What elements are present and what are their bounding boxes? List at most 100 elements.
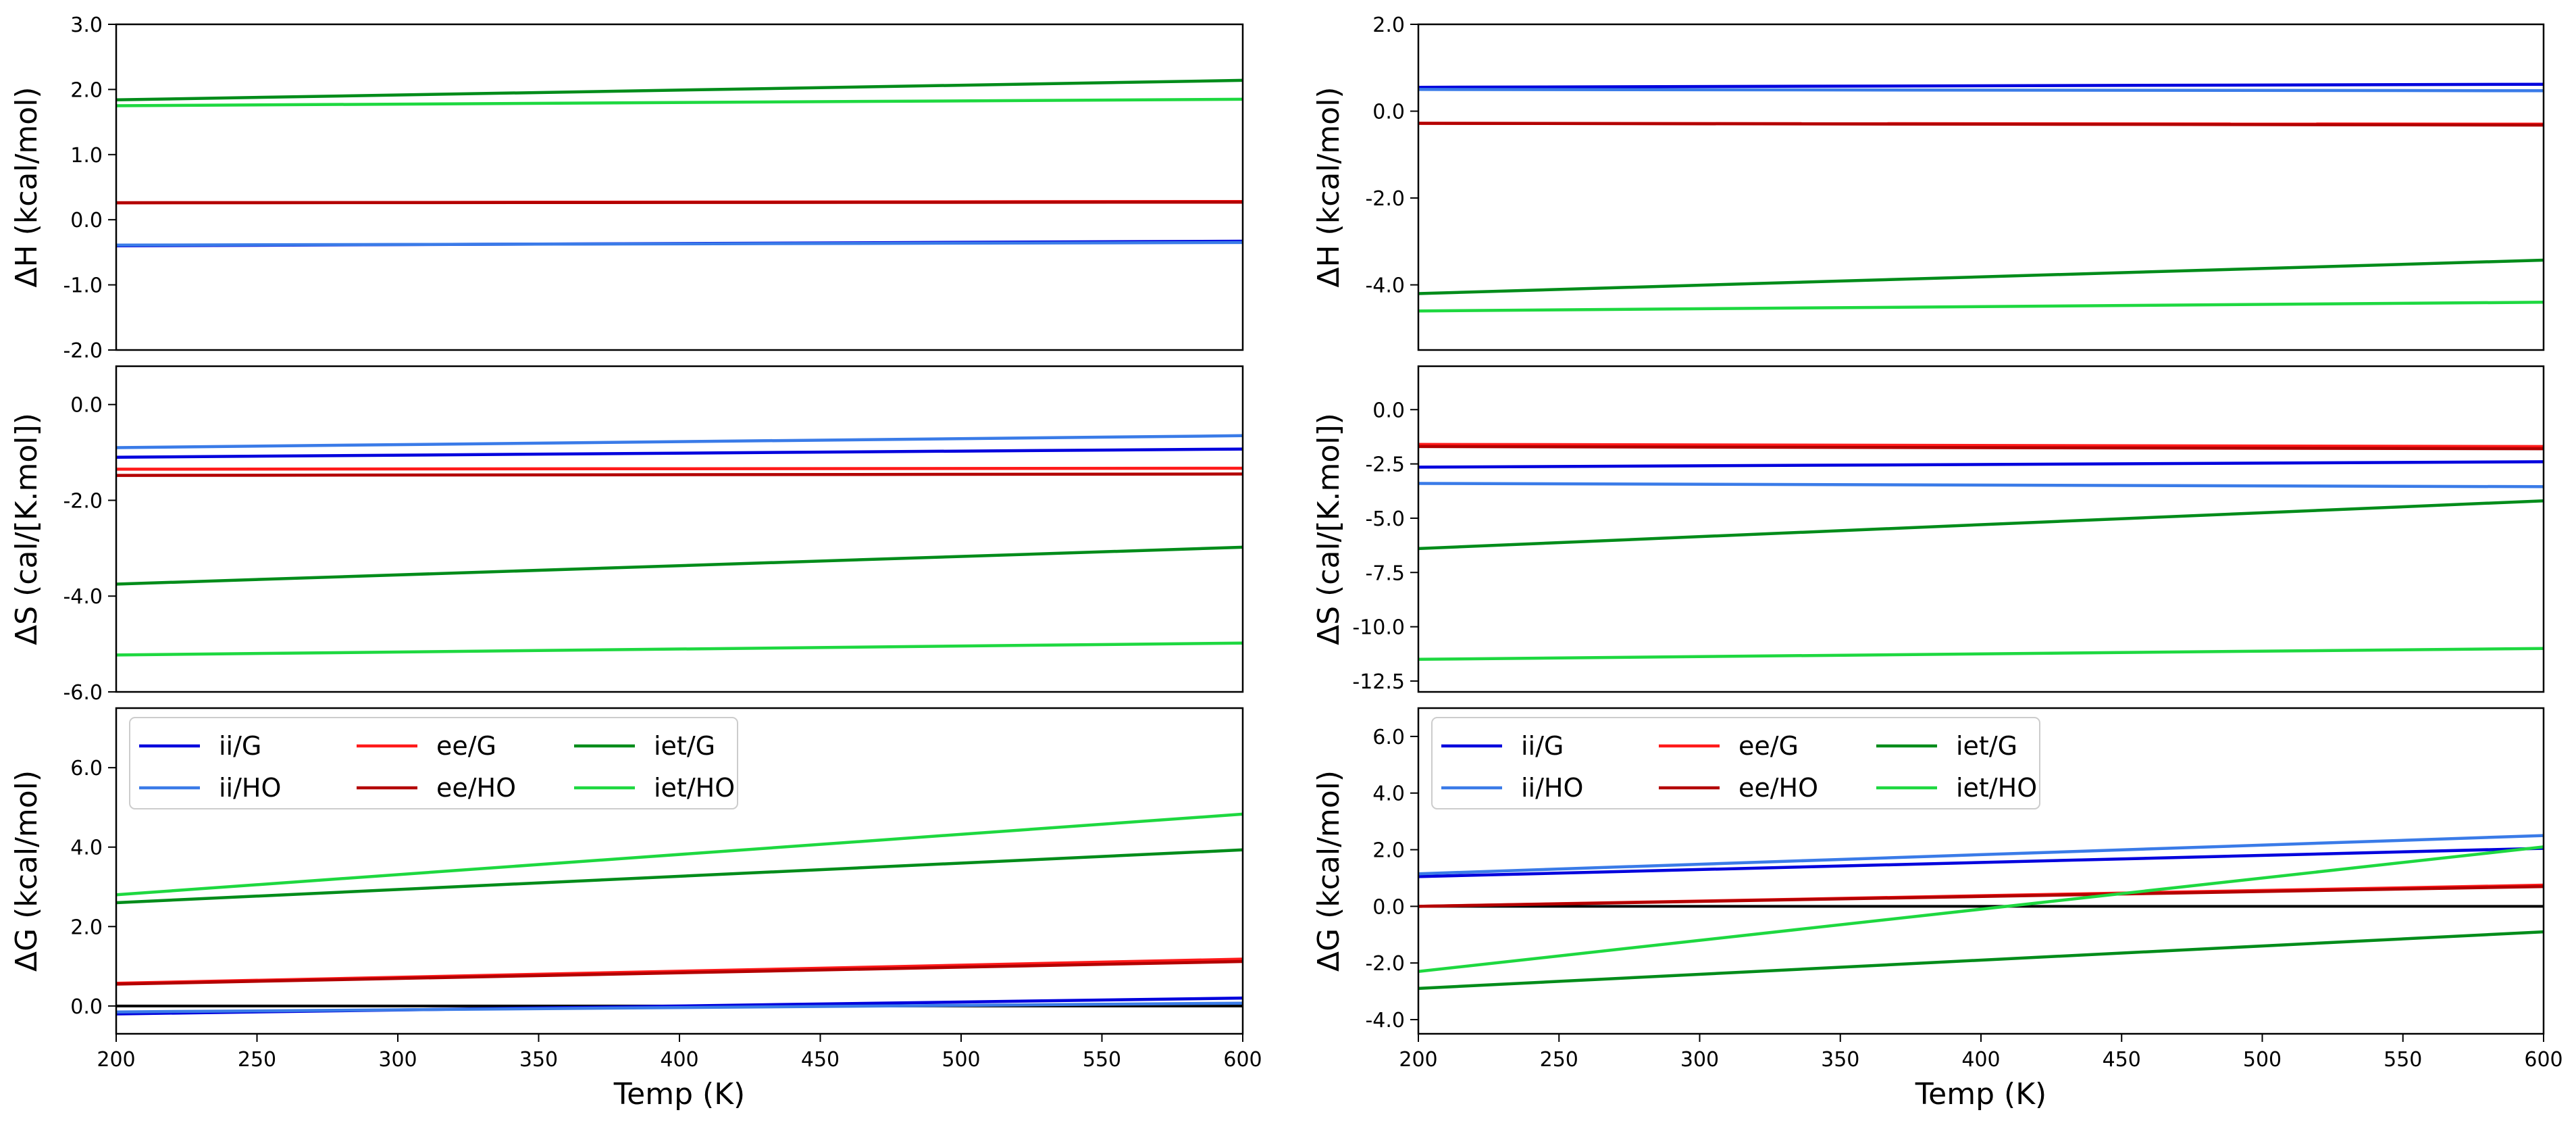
x-tick-label: 450: [801, 1048, 840, 1072]
x-tick-label: 450: [2103, 1048, 2141, 1072]
legend-label-iet-g: iet/G: [654, 731, 715, 761]
y-tick-label: 4.0: [70, 836, 103, 860]
x-tick-label: 400: [660, 1048, 698, 1072]
y-tick-label: 0.0: [70, 209, 103, 232]
x-axis-label: Temp (K): [1915, 1077, 2046, 1111]
y-tick-label: -4.0: [1365, 1009, 1405, 1032]
panel-left-dH: -2.0 -1.0 0.0 1.0 2.0 3.0 ΔH (kcal/mol): [9, 14, 1244, 363]
y-tick-label: -2.0: [63, 339, 103, 363]
y-tick-label: 2.0: [1372, 839, 1405, 863]
series-line-ee-ho: [116, 200, 1243, 205]
x-tick-label: 350: [1821, 1048, 1859, 1072]
legend-label-ee-ho: ee/HO: [436, 773, 516, 803]
legend-label-ee-ho: ee/HO: [1738, 773, 1818, 803]
plot-frame: [1417, 23, 2545, 351]
series-line-iet-ho: [116, 97, 1243, 107]
series-line-iet-ho: [1418, 647, 2544, 661]
y-tick-label: -4.0: [63, 585, 103, 609]
plot-frame: [115, 365, 1244, 693]
y-axis-label: ΔH (kcal/mol): [9, 86, 44, 287]
x-axis-label: Temp (K): [613, 1077, 745, 1111]
x-tick-label: 300: [1680, 1048, 1719, 1072]
series-line-ee-g: [116, 466, 1243, 471]
legend-label-iet-ho: iet/HO: [1956, 773, 2037, 803]
series-line-ii-g: [1418, 82, 2544, 89]
legend-label-iet-ho: iet/HO: [654, 773, 735, 803]
series-line-ee-g: [1418, 443, 2544, 449]
y-tick-label: 6.0: [1372, 726, 1405, 749]
x-tick-label: 250: [238, 1048, 276, 1072]
legend-label-ee-g: ee/G: [436, 731, 496, 761]
y-axis-label: ΔG (kcal/mol): [1312, 770, 1346, 972]
y-tick-label: 1.0: [70, 144, 103, 168]
series-line-iet-g: [1418, 499, 2544, 551]
panel-right-dS: -12.5 -10.0 -7.5 -5.0 -2.5 0.0 ΔS (cal/[K.mol]…: [1312, 365, 2545, 694]
y-tick-label: -4.0: [1365, 274, 1405, 298]
series-line-ee-ho: [1418, 122, 2544, 127]
series-line-ii-ho: [1418, 482, 2544, 489]
series-line-ee-ho: [1418, 445, 2544, 451]
x-tick-label: 550: [1083, 1048, 1121, 1072]
legend-label-ii-ho: ii/HO: [1521, 773, 1583, 803]
series-line-iet-g: [116, 545, 1243, 586]
y-axis-label: ΔH (kcal/mol): [1312, 86, 1346, 287]
y-tick-label: -2.0: [1365, 187, 1405, 211]
series-line-ii-ho: [1418, 834, 2544, 876]
series-line-iet-ho: [1418, 845, 2544, 974]
legend-box: [129, 717, 738, 809]
y-tick-label: -12.5: [1352, 670, 1405, 694]
legend-label-iet-g: iet/G: [1956, 731, 2017, 761]
series-line-ii-ho: [116, 434, 1243, 449]
legend: ii/G ii/HO ee/G ee/HO iet/G iet/HO: [129, 717, 738, 809]
y-tick-label: 0.0: [1372, 399, 1405, 422]
series-line-ii-g: [116, 447, 1243, 459]
y-tick-label: 6.0: [70, 757, 103, 780]
panel-right-dG: -4.0 -2.0 0.0 2.0 4.0 6.0 200 250 300 350 400 450 50…: [1312, 707, 2563, 1111]
y-tick-label: -2.5: [1365, 453, 1405, 477]
plot-frame: [1417, 365, 2545, 693]
x-tick-label: 350: [519, 1048, 558, 1072]
panel-left-dG: 0.0 2.0 4.0 6.0 200 250 300 350 400 450 500 550 600 Δ…: [9, 707, 1262, 1111]
series-line-ii-ho: [116, 241, 1243, 247]
plot-frame: [115, 707, 1244, 1035]
x-tick-label: 500: [2243, 1048, 2282, 1072]
series-line-ii-g: [1418, 460, 2544, 469]
series-line-ee-ho: [1418, 884, 2544, 908]
series-line-ii-ho: [116, 1001, 1243, 1014]
y-tick-label: 0.0: [1372, 895, 1405, 919]
series-line-iet-ho: [1418, 301, 2544, 313]
x-tick-label: 200: [1399, 1048, 1437, 1072]
series-line-iet-g: [116, 848, 1243, 905]
x-tick-label: 300: [378, 1048, 417, 1072]
y-tick-label: 0.0: [1372, 101, 1405, 124]
series-line-iet-g: [1418, 258, 2544, 295]
y-tick-label: 3.0: [70, 14, 103, 37]
plot-frame: [115, 23, 1244, 351]
series-line-ee-ho: [116, 959, 1243, 986]
y-tick-label: 4.0: [1372, 782, 1405, 806]
series-line-iet-g: [116, 78, 1243, 102]
x-tick-label: 200: [97, 1048, 135, 1072]
series-line-iet-ho: [116, 812, 1243, 897]
x-tick-label: 250: [1540, 1048, 1578, 1072]
y-tick-label: -1.0: [63, 274, 103, 298]
x-tick-label: 400: [1961, 1048, 2000, 1072]
y-tick-label: -2.0: [63, 489, 103, 513]
plot-frame: [1417, 707, 2545, 1035]
series-line-iet-g: [1418, 930, 2544, 991]
y-tick-label: 2.0: [70, 916, 103, 939]
x-tick-label: 600: [1223, 1048, 1262, 1072]
series-line-iet-ho: [116, 641, 1243, 657]
x-tick-label: 550: [2384, 1048, 2422, 1072]
y-tick-label: -10.0: [1352, 616, 1405, 640]
legend-label-ii-g: ii/G: [1521, 731, 1564, 761]
x-tick-label: 500: [942, 1048, 980, 1072]
y-axis-label: ΔG (kcal/mol): [9, 770, 44, 972]
panel-left-dS: -6.0 -4.0 -2.0 0.0 ΔS (cal/[K.mol]): [9, 365, 1244, 705]
y-tick-label: -2.0: [1365, 952, 1405, 976]
legend-label-ii-g: ii/G: [219, 731, 261, 761]
legend-label-ee-g: ee/G: [1738, 731, 1799, 761]
legend: ii/G ii/HO ee/G ee/HO iet/G iet/HO: [1431, 717, 2040, 809]
y-axis-label: ΔS (cal/[K.mol]): [1312, 413, 1346, 645]
